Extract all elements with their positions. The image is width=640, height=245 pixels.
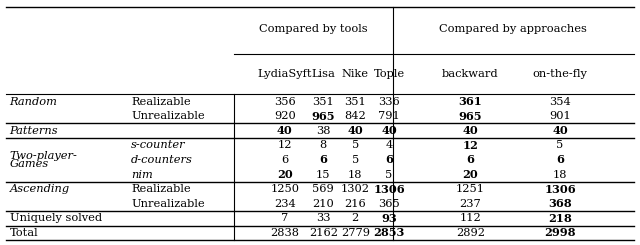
Text: 2853: 2853 bbox=[373, 227, 405, 238]
Text: 5: 5 bbox=[351, 155, 359, 165]
Text: Two-player-: Two-player- bbox=[10, 151, 77, 161]
Text: Unrealizable: Unrealizable bbox=[131, 111, 205, 121]
Text: 6: 6 bbox=[319, 154, 327, 165]
Text: Ascending: Ascending bbox=[10, 184, 70, 194]
Text: 965: 965 bbox=[459, 111, 482, 122]
Text: 4: 4 bbox=[385, 140, 393, 150]
Text: 2838: 2838 bbox=[270, 228, 300, 238]
Text: 351: 351 bbox=[312, 97, 334, 107]
Text: 5: 5 bbox=[556, 140, 564, 150]
Text: 2162: 2162 bbox=[308, 228, 338, 238]
Text: 842: 842 bbox=[344, 111, 366, 121]
Text: 2892: 2892 bbox=[456, 228, 485, 238]
Text: 351: 351 bbox=[344, 97, 366, 107]
Text: 12: 12 bbox=[278, 140, 292, 150]
Text: 40: 40 bbox=[381, 125, 397, 136]
Text: 354: 354 bbox=[549, 97, 571, 107]
Text: 18: 18 bbox=[553, 170, 567, 180]
Text: 920: 920 bbox=[274, 111, 296, 121]
Text: 1306: 1306 bbox=[373, 184, 405, 195]
Text: d-counters: d-counters bbox=[131, 155, 193, 165]
Text: 7: 7 bbox=[281, 213, 289, 223]
Text: s-counter: s-counter bbox=[131, 140, 186, 150]
Text: 6: 6 bbox=[467, 154, 474, 165]
Text: Tople: Tople bbox=[374, 69, 404, 78]
Text: Unrealizable: Unrealizable bbox=[131, 199, 205, 209]
Text: Lisa: Lisa bbox=[311, 69, 335, 78]
Text: 12: 12 bbox=[463, 140, 478, 151]
Text: 368: 368 bbox=[548, 198, 572, 209]
Text: 20: 20 bbox=[277, 169, 292, 180]
Text: backward: backward bbox=[442, 69, 499, 78]
Text: Realizable: Realizable bbox=[131, 97, 191, 107]
Text: 2998: 2998 bbox=[544, 227, 576, 238]
Text: 2779: 2779 bbox=[340, 228, 370, 238]
Text: 210: 210 bbox=[312, 199, 334, 209]
Text: 93: 93 bbox=[381, 213, 397, 224]
Text: 6: 6 bbox=[281, 155, 289, 165]
Text: Total: Total bbox=[10, 228, 38, 238]
Text: 965: 965 bbox=[312, 111, 335, 122]
Text: 6: 6 bbox=[385, 154, 393, 165]
Text: LydiaSyft: LydiaSyft bbox=[257, 69, 312, 78]
Text: nim: nim bbox=[131, 170, 153, 180]
Text: Uniquely solved: Uniquely solved bbox=[10, 213, 102, 223]
Text: 361: 361 bbox=[458, 96, 483, 107]
Text: 38: 38 bbox=[316, 126, 330, 136]
Text: 218: 218 bbox=[548, 213, 572, 224]
Text: 2: 2 bbox=[351, 213, 359, 223]
Text: Patterns: Patterns bbox=[10, 126, 58, 136]
Text: 336: 336 bbox=[378, 97, 400, 107]
Text: Nike: Nike bbox=[342, 69, 369, 78]
Text: 40: 40 bbox=[463, 125, 478, 136]
Text: 1306: 1306 bbox=[544, 184, 576, 195]
Text: 356: 356 bbox=[274, 97, 296, 107]
Text: 112: 112 bbox=[460, 213, 481, 223]
Text: 234: 234 bbox=[274, 199, 296, 209]
Text: 569: 569 bbox=[312, 184, 334, 194]
Text: 5: 5 bbox=[385, 170, 393, 180]
Text: 216: 216 bbox=[344, 199, 366, 209]
Text: on-the-fly: on-the-fly bbox=[532, 69, 588, 78]
Text: 1251: 1251 bbox=[456, 184, 485, 194]
Text: Random: Random bbox=[10, 97, 58, 107]
Text: 33: 33 bbox=[316, 213, 330, 223]
Text: 1250: 1250 bbox=[270, 184, 300, 194]
Text: 20: 20 bbox=[463, 169, 478, 180]
Text: Realizable: Realizable bbox=[131, 184, 191, 194]
Text: 5: 5 bbox=[351, 140, 359, 150]
Text: 40: 40 bbox=[277, 125, 292, 136]
Text: 237: 237 bbox=[460, 199, 481, 209]
Text: 6: 6 bbox=[556, 154, 564, 165]
Text: Compared by tools: Compared by tools bbox=[259, 24, 367, 34]
Text: 8: 8 bbox=[319, 140, 327, 150]
Text: 791: 791 bbox=[378, 111, 400, 121]
Text: Games: Games bbox=[10, 159, 49, 169]
Text: 40: 40 bbox=[552, 125, 568, 136]
Text: Compared by approaches: Compared by approaches bbox=[439, 24, 588, 34]
Text: 365: 365 bbox=[378, 199, 400, 209]
Text: 18: 18 bbox=[348, 170, 362, 180]
Text: 1302: 1302 bbox=[340, 184, 370, 194]
Text: 15: 15 bbox=[316, 170, 330, 180]
Text: 40: 40 bbox=[348, 125, 363, 136]
Text: 901: 901 bbox=[549, 111, 571, 121]
